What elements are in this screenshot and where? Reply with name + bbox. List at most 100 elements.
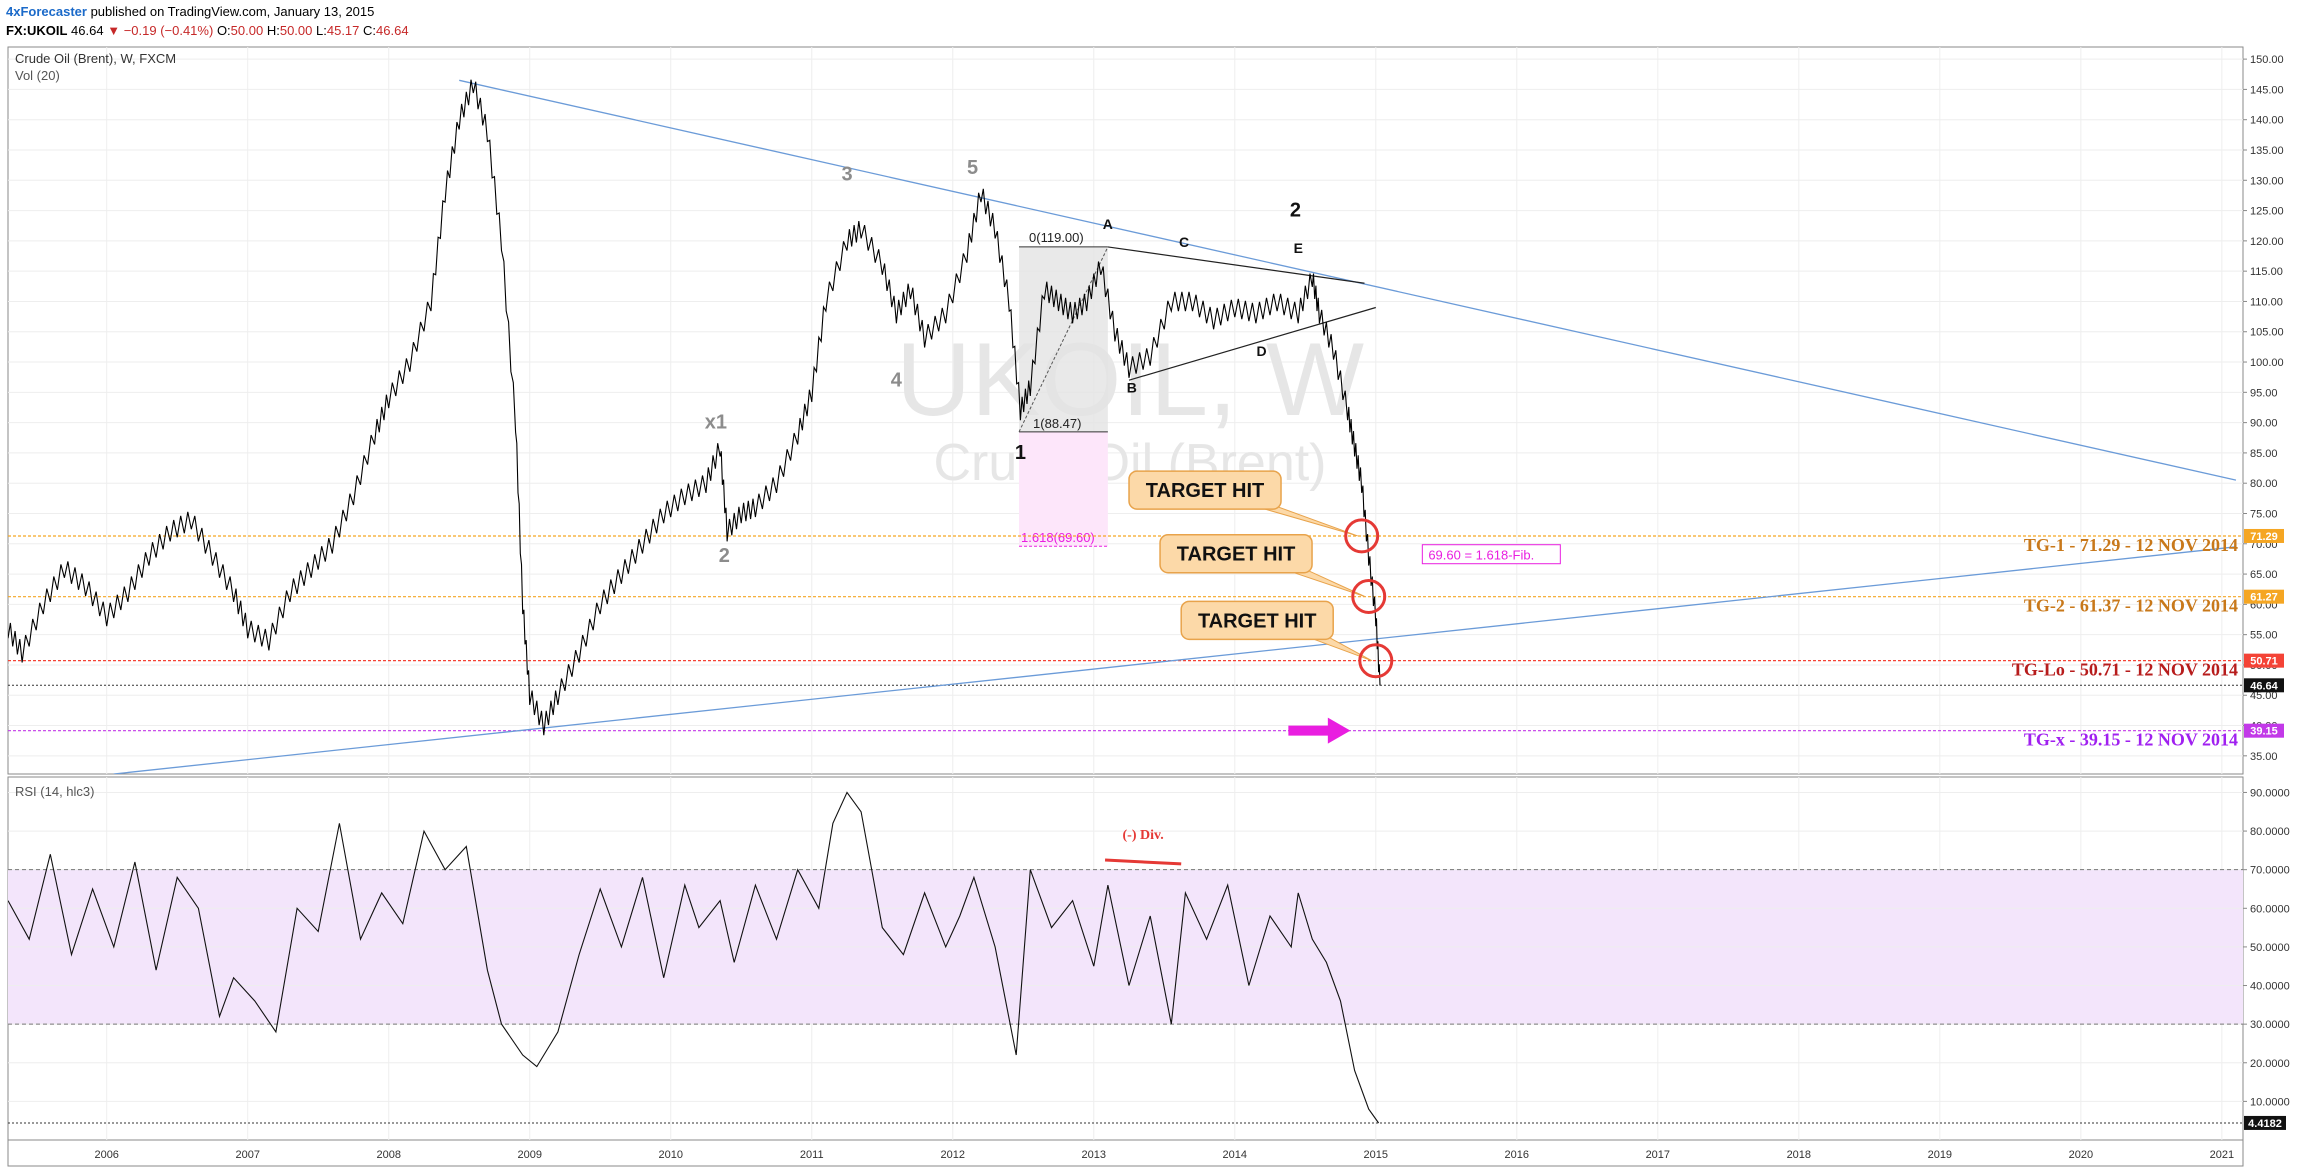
- y-tick-label: 150.00: [2250, 54, 2284, 66]
- target-badge: [2244, 589, 2284, 604]
- wave-label: 2: [1290, 200, 1301, 222]
- target-hit-circle: [1358, 643, 1394, 679]
- x-tick-label: 2014: [1223, 1149, 1247, 1161]
- trendline[interactable]: [113, 546, 2237, 774]
- x-tick-label: 2021: [2210, 1149, 2234, 1161]
- x-tick-label: 2011: [800, 1149, 824, 1161]
- last-price-badge: [2244, 678, 2284, 693]
- target-badge-text: 61.27: [2250, 592, 2278, 604]
- fib-note-box: [1421, 544, 1561, 565]
- target-badge-text: 39.15: [2250, 726, 2278, 738]
- change-value: −0.19 (−0.41%): [123, 23, 214, 38]
- x-tick-label: 2009: [517, 1149, 541, 1161]
- x-tick-label: 2015: [1364, 1149, 1388, 1161]
- target-hit-text: TARGET HIT: [1198, 610, 1317, 632]
- y-tick-label: 95.00: [2250, 387, 2278, 399]
- fib-ext-label: 1.618(69.60): [1021, 530, 1095, 545]
- high-label: H:: [266, 23, 280, 38]
- y-tick-label: 45.00: [2250, 690, 2278, 702]
- x-tick-label: 2018: [1787, 1149, 1811, 1161]
- target-badge: [2244, 653, 2284, 668]
- price-layer: 0(119.00) 1(88.47) 1.618(69.60): [8, 79, 2243, 774]
- x-tick-label: 2016: [1505, 1149, 1529, 1161]
- rsi-label: RSI (14, hlc3): [15, 784, 94, 799]
- rsi-y-tick-label: 50.0000: [2250, 942, 2290, 954]
- x-tick-label: 2012: [941, 1149, 965, 1161]
- wave-label: 2: [719, 545, 730, 567]
- open-label: O:: [216, 23, 231, 38]
- y-tick-label: 85.00: [2250, 448, 2278, 460]
- rsi-y-tick-label: 80.0000: [2250, 826, 2290, 838]
- author-link[interactable]: 4xForecaster: [6, 4, 87, 19]
- target-label: TG-x - 39.15 - 12 NOV 2014: [2024, 730, 2238, 750]
- wave-label: 3: [841, 163, 852, 185]
- y-tick-label: 35.00: [2250, 751, 2278, 763]
- triangle-lower[interactable]: [1128, 306, 1376, 381]
- target-hit-callout[interactable]: [1128, 470, 1282, 510]
- target-hit-callout[interactable]: [1180, 600, 1334, 641]
- target-badge-text: 50.71: [2250, 656, 2278, 668]
- volume-label: Vol (20): [15, 68, 60, 83]
- rsi-y-tick-label: 10.0000: [2250, 1096, 2290, 1108]
- target-label: TG-1 - 71.29 - 12 NOV 2014: [2024, 535, 2238, 555]
- wave-label: x1: [705, 412, 727, 434]
- main-title: Crude Oil (Brent), W, FXCM: [15, 51, 176, 66]
- target-hit-text: TARGET HIT: [1146, 480, 1265, 502]
- close-label: C:: [363, 23, 377, 38]
- wave-label: 5: [967, 157, 978, 179]
- target-hit-text: TARGET HIT: [1177, 544, 1296, 566]
- wave-label: 1: [1015, 442, 1026, 464]
- target-hit-callout[interactable]: [1159, 533, 1313, 574]
- change-arrow-icon: ▼: [107, 23, 121, 38]
- y-tick-label: 130.00: [2250, 175, 2284, 187]
- x-tick-label: 2019: [1928, 1149, 1952, 1161]
- rsi-y-tick-label: 30.0000: [2250, 1019, 2290, 1031]
- wave-label: B: [1127, 379, 1137, 395]
- price-series[interactable]: [8, 79, 1381, 736]
- wave-label: D: [1257, 343, 1267, 359]
- rsi-y-tick-label: 70.0000: [2250, 865, 2290, 877]
- x-tick-label: 2006: [94, 1149, 118, 1161]
- rsi-axis[interactable]: 10.0000 20.0000 30.0000 40.0000 50.0000 60.00…: [2243, 787, 2290, 1130]
- low-label: L:: [316, 23, 327, 38]
- price-pane[interactable]: [7, 46, 2244, 775]
- target-label: TG-2 - 61.37 - 12 NOV 2014: [2024, 596, 2238, 616]
- y-tick-label: 125.00: [2250, 206, 2284, 218]
- y-tick-label: 135.00: [2250, 145, 2284, 157]
- y-tick-label: 105.00: [2250, 327, 2284, 339]
- y-tick-label: 65.00: [2250, 569, 2278, 581]
- target-label: TG-Lo - 50.71 - 12 NOV 2014: [2012, 660, 2238, 680]
- y-tick-label: 75.00: [2250, 508, 2278, 520]
- wave-label: E: [1294, 240, 1303, 256]
- close-value: 46.64: [376, 23, 409, 38]
- y-tick-label: 120.00: [2250, 236, 2284, 248]
- triangle-upper[interactable]: [1107, 246, 1365, 284]
- rsi-y-tick-label: 60.0000: [2250, 903, 2290, 915]
- time-axis[interactable]: [7, 1139, 2244, 1167]
- divergence-line: [1104, 858, 1182, 866]
- fib-level-0-label: 0(119.00): [1029, 230, 1084, 245]
- x-tick-label: 2013: [1082, 1149, 1106, 1161]
- rsi-y-tick-label: 40.0000: [2250, 981, 2290, 993]
- y-tick-label: 55.00: [2250, 630, 2278, 642]
- x-tick-label: 2008: [376, 1149, 400, 1161]
- target-badge: [2244, 723, 2284, 738]
- x-tick-label: 2007: [235, 1149, 259, 1161]
- rsi-last-badge: [2244, 1115, 2286, 1130]
- high-value: 50.00: [279, 23, 313, 38]
- target-badge-text: 71.29: [2250, 531, 2278, 543]
- y-tick-label: 140.00: [2250, 115, 2284, 127]
- price-axis[interactable]: 35.0040.0045.0050.0055.0060.0065.0070.00…: [2243, 54, 2284, 763]
- symbol-label: FX:UKOIL: [6, 23, 68, 38]
- rsi-layer: [8, 791, 2243, 1124]
- annotation-layer: (-) Div. x1 2 3 4 5 1 A B C D 2 E 69.60 = 1.618-Fib. T…: [705, 157, 2238, 866]
- rsi-y-tick-label: 90.0000: [2250, 787, 2290, 799]
- y-tick-label: 110.00: [2250, 296, 2283, 308]
- fib-level-1-label: 1(88.47): [1033, 416, 1081, 431]
- target-arrow-icon: [1288, 717, 1351, 744]
- trendline[interactable]: [459, 79, 2237, 481]
- last-price-badge-text: 46.64: [2250, 680, 2278, 692]
- rsi-series[interactable]: [8, 791, 1380, 1124]
- time-axis-labels: 2006 2007 2008 2009 2010 2011 2012 2013 2014 2015…: [94, 1149, 2234, 1161]
